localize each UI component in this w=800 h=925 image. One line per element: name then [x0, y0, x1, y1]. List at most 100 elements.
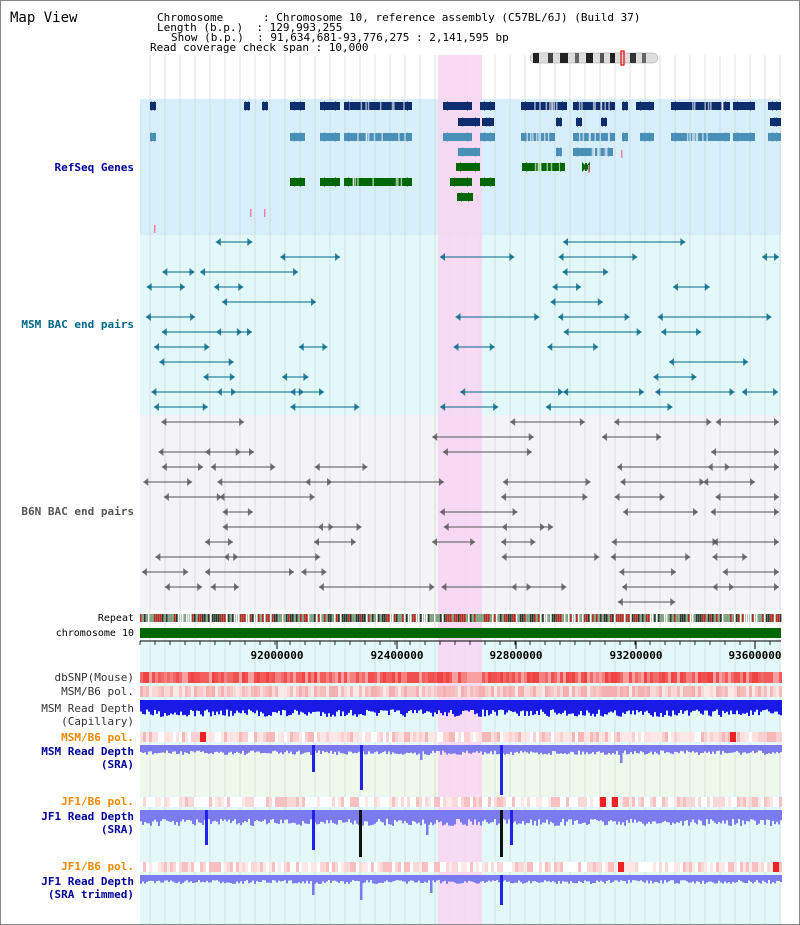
- repeat-element: [570, 614, 572, 622]
- refseq-genes-label[interactable]: RefSeq Genes: [55, 161, 134, 174]
- polymorphism-hotspot: [200, 732, 206, 742]
- bac-end-pair: [224, 553, 321, 561]
- gene-feature: [344, 132, 412, 142]
- repeat-track[interactable]: [140, 614, 782, 622]
- repeat-element: [742, 614, 744, 622]
- ideogram-position-marker: [620, 50, 625, 66]
- gene-feature: [290, 177, 305, 187]
- repeat-element: [562, 614, 564, 622]
- refseq-gene-track[interactable]: [150, 101, 781, 233]
- repeat-element: [264, 614, 266, 622]
- repeat-element: [464, 614, 466, 622]
- repeat-element: [208, 614, 210, 622]
- repeat-element: [778, 614, 780, 622]
- repeat-element: [144, 614, 146, 622]
- gene-feature: [344, 101, 412, 111]
- bac-end-pair: [501, 538, 536, 546]
- repeat-element: [700, 614, 702, 622]
- repeat-element: [772, 614, 774, 622]
- repeat-element: [516, 614, 518, 622]
- msm-bac-track[interactable]: [145, 238, 779, 411]
- repeat-element: [184, 614, 186, 622]
- repeat-element: [454, 614, 456, 622]
- jf1-b6-pol-heatmap: [140, 797, 782, 807]
- repeat-element: [630, 614, 632, 622]
- repeat-element: [632, 614, 634, 622]
- bac-end-pair: [501, 493, 588, 501]
- repeat-element: [314, 614, 316, 622]
- repeat-element: [490, 614, 492, 622]
- gene-feature: [556, 147, 562, 157]
- repeat-element: [164, 614, 166, 622]
- repeat-element: [690, 614, 692, 622]
- bac-end-pair: [161, 463, 204, 471]
- repeat-element: [296, 614, 298, 622]
- repeat-element: [706, 614, 708, 622]
- chromosome-bar[interactable]: [140, 628, 781, 638]
- b6n-bac-label[interactable]: B6N BAC end pairs: [21, 505, 134, 518]
- polymorphism-hotspot: [618, 862, 624, 872]
- repeat-element: [682, 614, 684, 622]
- repeat-element: [474, 614, 476, 622]
- gene-feature: [521, 132, 555, 142]
- repeat-element: [502, 614, 504, 622]
- msm-depth-sra-label-2: (SRA): [101, 758, 134, 771]
- repeat-element: [166, 614, 168, 622]
- repeat-element: [398, 614, 400, 622]
- repeat-element: [628, 614, 630, 622]
- repeat-element: [192, 614, 194, 622]
- gene-feature: [320, 101, 340, 111]
- bac-end-pair: [715, 418, 779, 426]
- repeat-element: [374, 614, 376, 622]
- repeat-element: [280, 614, 282, 622]
- repeat-element: [358, 614, 360, 622]
- bac-end-pair: [313, 538, 356, 546]
- repeat-element: [368, 614, 370, 622]
- bac-end-pair: [141, 568, 189, 576]
- chromosome-ideogram[interactable]: [529, 50, 659, 66]
- repeat-element: [316, 614, 318, 622]
- repeat-element: [344, 614, 346, 622]
- repeat-element: [436, 614, 438, 622]
- polymorphism-hotspot: [612, 797, 618, 807]
- info-length: Length (b.p.) : 129,993,255: [157, 21, 343, 34]
- msm-bac-label[interactable]: MSM BAC end pairs: [21, 318, 134, 331]
- bac-end-pair: [203, 373, 235, 381]
- bac-end-pair: [318, 583, 435, 591]
- read-depth-tracks[interactable]: [140, 700, 782, 905]
- bac-end-pair: [204, 538, 233, 546]
- bac-end-pair: [154, 343, 210, 351]
- scale-tick-label: 92000000: [251, 649, 304, 662]
- gene-feature: [244, 101, 250, 111]
- repeat-element: [418, 614, 420, 622]
- repeat-element: [434, 614, 436, 622]
- repeat-element: [460, 614, 462, 622]
- repeat-element: [756, 614, 758, 622]
- repeat-element: [550, 614, 552, 622]
- repeat-element: [340, 614, 342, 622]
- repeat-element: [486, 614, 488, 622]
- b6n-bac-track[interactable]: [141, 418, 779, 606]
- bac-end-pair: [563, 388, 645, 396]
- repeat-element: [480, 614, 482, 622]
- repeat-element: [476, 614, 478, 622]
- repeat-element: [540, 614, 542, 622]
- repeat-element: [320, 614, 322, 622]
- repeat-element: [278, 614, 280, 622]
- heatmap-tracks[interactable]: [140, 672, 782, 872]
- bac-end-pair: [290, 403, 360, 411]
- repeat-element: [370, 614, 372, 622]
- gene-feature: [770, 117, 781, 127]
- gene-feature: [450, 177, 472, 187]
- repeat-element: [310, 614, 312, 622]
- repeat-element: [536, 614, 538, 622]
- repeat-element: [776, 614, 778, 622]
- bac-end-pair: [501, 523, 554, 531]
- repeat-element: [678, 614, 680, 622]
- repeat-element: [444, 614, 446, 622]
- repeat-element: [362, 614, 364, 622]
- repeat-element: [380, 614, 382, 622]
- repeat-element: [594, 614, 596, 622]
